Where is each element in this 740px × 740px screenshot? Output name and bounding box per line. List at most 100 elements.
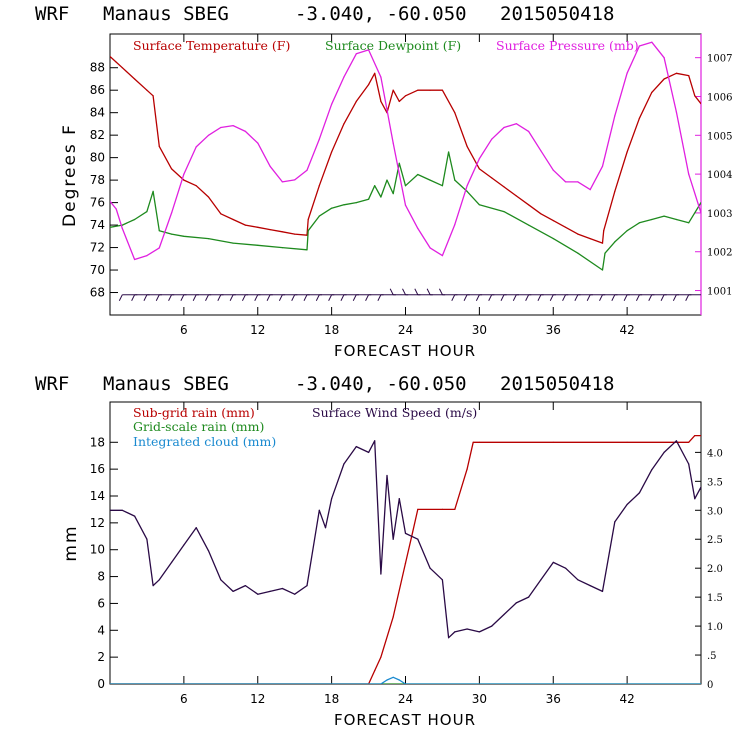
data-point-surface-dewpoint-f [171,233,173,235]
x-tick-label: 42 [619,692,634,706]
data-point-surface-pressure-mb [565,181,567,183]
data-point-sub-grid-rain-mm [380,656,382,658]
y-tick-label: 6 [97,596,105,610]
data-point-integrated-cloud-mm [398,679,400,681]
legend-wind-speed: Surface Wind Speed (m/s) [312,405,477,420]
data-point-surface-dewpoint-f [343,204,345,206]
data-point-surface-dewpoint-f [306,249,308,251]
data-point-surface-wind-speed-m-s [614,521,616,523]
data-point-surface-temperature-f [601,242,604,244]
data-point-surface-wind-speed-m-s [491,625,493,627]
data-point-surface-dewpoint-f [152,190,154,192]
data-point-surface-wind-speed-m-s [441,579,443,581]
data-point-surface-dewpoint-f [700,202,701,204]
data-point-surface-dewpoint-f [368,198,370,200]
data-point-sub-grid-rain-mm [626,441,628,443]
data-point-surface-pressure-mb [503,126,505,129]
y-tick-label: 80 [90,151,105,165]
panel1-xlabel: FORECAST HOUR [334,342,476,360]
data-point-surface-temperature-f [577,233,579,235]
data-point-surface-dewpoint-f [663,215,665,217]
data-point-surface-temperature-f [307,218,309,221]
data-point-integrated-cloud-mm [700,683,701,684]
legend-integrated-cloud: Integrated cloud (mm) [133,434,276,449]
data-point-surface-dewpoint-f [638,222,641,224]
data-point-surface-wind-speed-m-s [503,613,505,616]
data-point-surface-dewpoint-f [207,238,210,240]
data-point-surface-temperature-f [626,151,628,153]
data-point-surface-temperature-f [478,168,480,170]
y2-tick-label: 1005 [707,131,732,142]
data-point-surface-pressure-mb [552,169,554,171]
x-tick-label: 6 [180,692,188,706]
data-point-surface-wind-speed-m-s [374,440,376,442]
data-point-surface-wind-speed-m-s [478,631,480,633]
data-point-surface-pressure-mb [294,179,296,181]
data-point-surface-temperature-f [454,112,456,114]
data-point-surface-wind-speed-m-s [663,451,665,453]
data-point-surface-pressure-mb [638,45,641,47]
data-point-surface-wind-speed-m-s [232,590,234,593]
data-point-surface-dewpoint-f [355,202,357,204]
data-point-surface-temperature-f [515,195,517,197]
y-tick-label: 16 [90,462,105,476]
data-point-surface-temperature-f [220,213,222,215]
wind-barbs [118,288,701,301]
x-tick-label: 18 [324,323,339,337]
data-point-surface-pressure-mb [146,255,148,257]
data-point-surface-pressure-mb [589,189,591,191]
data-point-surface-temperature-f [614,190,616,192]
data-point-surface-temperature-f [331,151,333,153]
y-tick-label: 68 [90,286,105,300]
data-point-surface-pressure-mb [368,49,370,51]
data-point-surface-temperature-f [195,185,197,187]
y-tick-label: 76 [90,196,105,210]
data-point-surface-pressure-mb [195,146,197,148]
y-tick-label: 0 [97,677,105,691]
data-point-surface-pressure-mb [577,181,579,183]
y-tick-label: 8 [97,570,105,584]
y2-tick-label: 2.5 [707,535,723,546]
data-point-surface-dewpoint-f [232,242,234,244]
panel1-station: Manaus SBEG [103,3,229,25]
wind-barb [438,288,458,296]
data-point-sub-grid-rain-mm [417,508,419,510]
data-point-surface-pressure-mb [318,138,320,140]
data-point-surface-dewpoint-f [110,226,111,228]
data-point-surface-pressure-mb [158,247,160,249]
data-point-surface-wind-speed-m-s [171,561,173,564]
panel2-init-time: 2015050418 [500,373,614,395]
data-point-surface-wind-speed-m-s [146,538,148,540]
data-point-surface-temperature-f [700,103,701,105]
data-point-surface-dewpoint-f [331,207,333,209]
y2-tick-label: 1003 [707,209,732,220]
panel1-coords: -3.040, -60.050 [295,3,467,25]
data-point-surface-pressure-mb [171,212,173,214]
y2-tick-label: 1006 [707,92,732,103]
data-point-surface-dewpoint-f [134,218,136,221]
data-point-surface-wind-speed-m-s [195,527,197,529]
wind-barb [377,294,396,301]
data-point-surface-dewpoint-f [146,211,148,213]
data-point-surface-pressure-mb [626,72,628,74]
panel1-model: WRF [35,3,69,25]
data-point-surface-dewpoint-f [552,238,554,240]
y-tick-label: 10 [90,543,105,557]
data-point-surface-pressure-mb [392,142,394,144]
data-point-surface-temperature-f [503,186,505,188]
data-point-surface-dewpoint-f [688,222,690,224]
data-point-surface-wind-speed-m-s [448,637,450,639]
x-tick-label: 24 [398,692,413,706]
data-point-surface-wind-speed-m-s [331,498,333,500]
data-point-surface-temperature-f [183,179,185,181]
data-point-surface-pressure-mb [281,181,283,183]
data-point-sub-grid-rain-mm [441,508,443,510]
data-point-surface-dewpoint-f [601,269,604,271]
data-point-integrated-cloud-mm [392,676,394,678]
data-point-surface-pressure-mb [380,76,382,78]
data-point-sub-grid-rain-mm [454,508,456,510]
data-point-surface-temperature-f [417,89,419,91]
data-point-surface-wind-speed-m-s [540,579,542,581]
data-point-integrated-cloud-mm [404,683,407,684]
data-point-surface-temperature-f [257,226,259,228]
